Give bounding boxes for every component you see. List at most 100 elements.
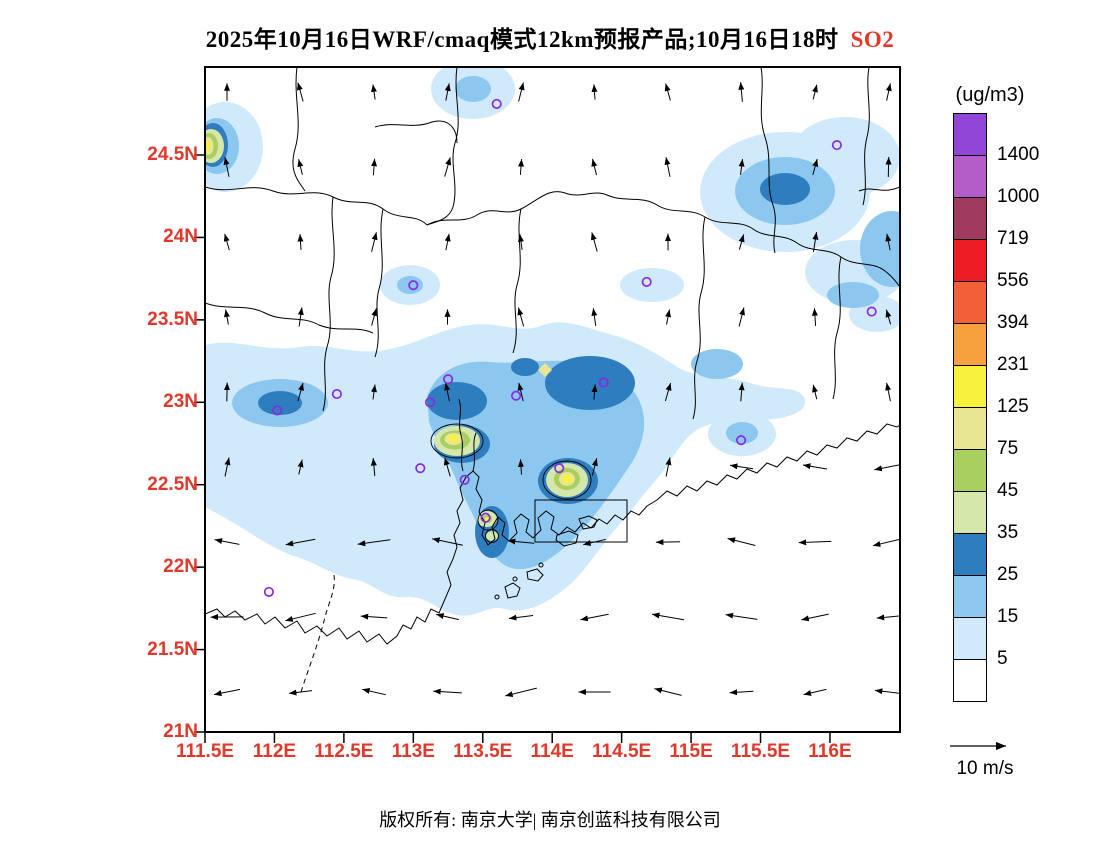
islet (512, 576, 518, 582)
colorbar-tick-label: 394 (997, 312, 1029, 333)
wind-arrow (214, 538, 240, 545)
colorbar-box (953, 407, 987, 450)
wind-arrow (224, 309, 230, 325)
wind-arrow (664, 157, 671, 177)
lon-tick-label: 115.5E (730, 741, 791, 762)
wind-arrow (591, 158, 598, 176)
wind-arrow (812, 158, 819, 176)
wind-arrow (517, 307, 525, 327)
colorbar-box (953, 491, 987, 534)
hongkong-region-box (534, 499, 628, 543)
wind-arrow (444, 157, 452, 177)
lat-tick-label: 24N (163, 226, 198, 248)
island (555, 530, 579, 547)
colorbar (953, 113, 989, 702)
wind-arrow (738, 159, 745, 175)
colorbar-tick-label: 1000 (997, 186, 1040, 207)
lat-tick-label: 23N (163, 391, 198, 413)
lon-tick-label: 113.5E (453, 741, 513, 762)
lat-tick-label: 21N (163, 721, 198, 742)
wind-arrow (664, 83, 671, 101)
wind-arrow (803, 688, 827, 696)
lat-tick-label: 22N (163, 556, 198, 578)
wind-arrow (444, 382, 451, 402)
island (578, 515, 598, 530)
lon-tick-label: 112E (252, 741, 297, 762)
plot-title-main: 2025年10月16日WRF/cmaq模式12km预报产品;10月16日18时 (205, 27, 839, 52)
wind-arrow (591, 384, 598, 400)
colorbar-box (953, 449, 987, 492)
wind-vector-field (210, 82, 900, 698)
wind-arrow (591, 458, 598, 476)
lat-tick-label: 22.5N (147, 473, 198, 495)
wind-arrow (580, 613, 609, 622)
colorbar-tick-label: 15 (997, 606, 1019, 627)
wind-arrow (885, 382, 892, 402)
lon-tick-label: 114E (530, 741, 574, 762)
city-marker (443, 374, 454, 385)
colorbar-tick-label: 1400 (997, 144, 1040, 165)
colorbar-tick-label: 75 (997, 438, 1019, 459)
forecast-map (194, 66, 901, 743)
city-marker (424, 397, 436, 408)
colorbar-tick-label: 556 (997, 270, 1029, 291)
wind-arrow (433, 688, 462, 695)
wind-arrow (285, 538, 316, 547)
copyright-footer: 版权所有: 南京大学| 南京创蓝科技有限公司 (379, 810, 721, 830)
lon-tick-label: 112.5E (314, 741, 374, 762)
wind-arrow (872, 538, 900, 547)
colorbar-unit-label: (ug/m3) (955, 84, 1025, 106)
colorbar-tick-label: 125 (997, 396, 1029, 417)
wind-arrow (738, 307, 745, 327)
wind-arrow (885, 309, 892, 325)
contour-outlines (430, 423, 592, 543)
wind-arrow (654, 687, 682, 696)
city-marker (415, 463, 426, 474)
wind-arrow (297, 307, 304, 327)
wind-arrow (802, 463, 828, 470)
wind-arrow (583, 538, 606, 546)
wind-arrow (885, 83, 892, 101)
wind-arrow (371, 232, 378, 252)
wind-arrow (725, 612, 758, 620)
colorbar-tick-label: 25 (997, 564, 1019, 585)
lat-tick-label: 24.5N (147, 143, 198, 165)
city-markers-layer (263, 98, 877, 597)
colorbar-box (953, 659, 987, 702)
plot-title-species: SO2 (850, 27, 895, 52)
wind-arrow (296, 82, 304, 102)
city-marker (831, 140, 842, 151)
wind-arrow (223, 157, 230, 177)
wind-arrow (665, 309, 671, 325)
wind-arrow (651, 612, 685, 621)
wind-arrow (590, 232, 598, 252)
colorbar-box (953, 323, 987, 366)
island (504, 582, 521, 599)
city-marker (272, 405, 283, 416)
wind-reference-arrow (950, 741, 1006, 751)
wind-arrow (518, 82, 525, 102)
wind-arrow (517, 234, 524, 250)
wind-arrow (874, 688, 900, 695)
wind-arrow (508, 614, 534, 621)
lon-tick-label: 113E (391, 741, 435, 762)
wind-arrow (371, 84, 377, 100)
lon-tick-label: 111.5E (175, 741, 235, 762)
city-marker (408, 280, 419, 291)
lon-tick-label: 116E (808, 741, 852, 762)
colorbar-box (953, 113, 987, 156)
wind-arrow (874, 464, 900, 472)
coastline (205, 423, 900, 645)
colorbar-box (953, 617, 987, 660)
city-marker (263, 586, 274, 597)
wind-arrow (655, 539, 681, 546)
colorbar-box (953, 365, 987, 408)
lon-tick-label: 114.5E (592, 741, 652, 762)
plot-title: 2025年10月16日WRF/cmaq模式12km预报产品;10月16日18时 S… (0, 20, 1100, 54)
wind-arrow (505, 687, 537, 698)
colorbar-box (953, 197, 987, 240)
colorbar-box (953, 281, 987, 324)
lon-tick-label: 115E (669, 741, 713, 762)
colorbar-tick-label: 231 (997, 354, 1029, 375)
islet (494, 594, 500, 600)
